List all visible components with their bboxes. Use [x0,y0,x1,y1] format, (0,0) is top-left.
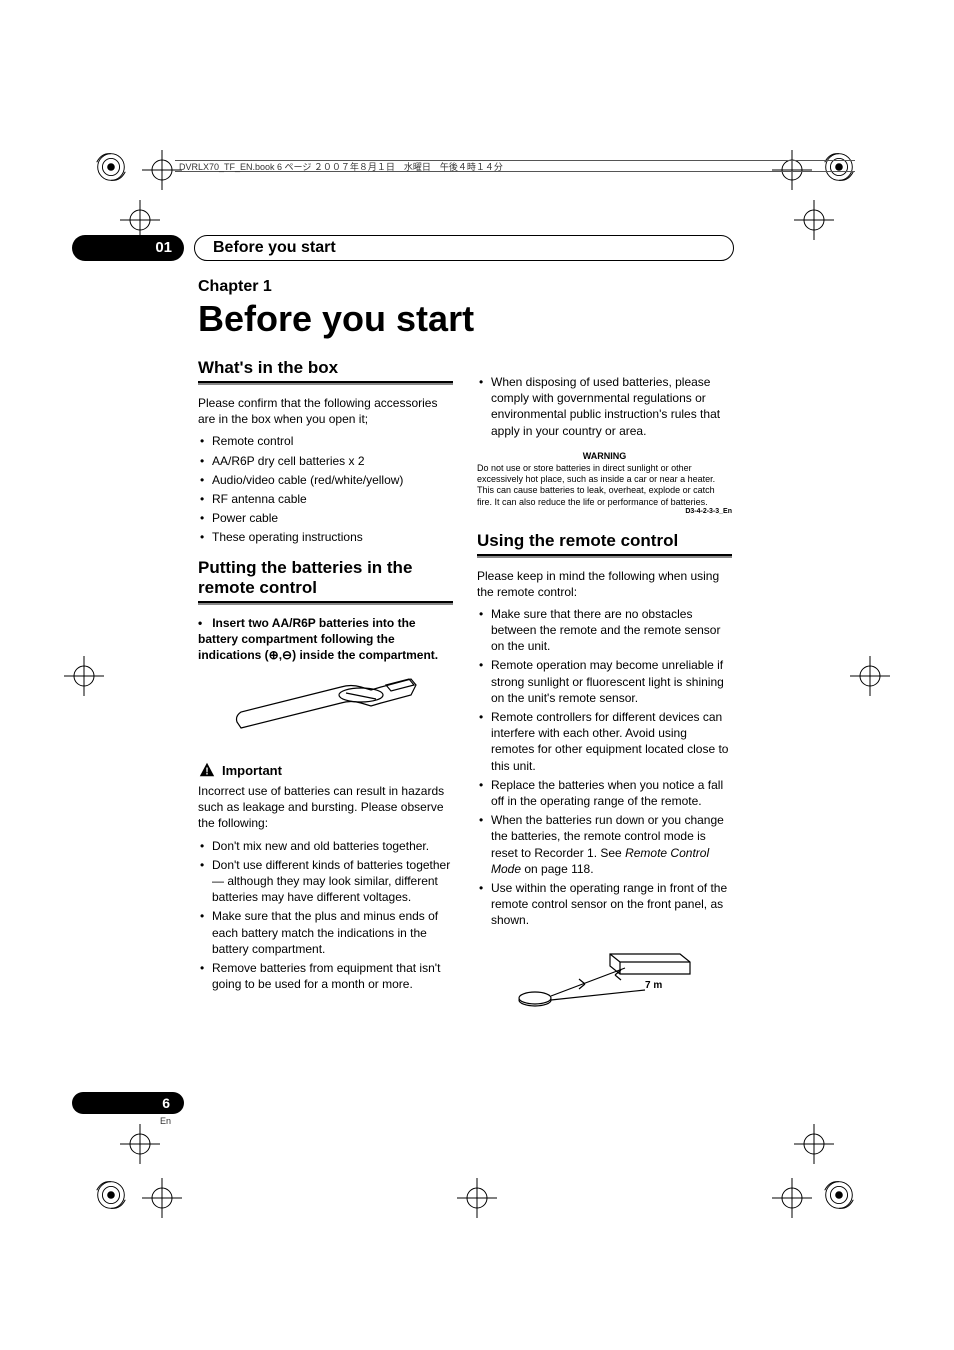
battery-instruction: • Insert two AA/R6P batteries into the b… [198,615,453,664]
heading-whats-in-box: What's in the box [198,358,453,378]
crosshair-icon [140,1176,184,1220]
list-item: Replace the batteries when you notice a … [491,777,732,809]
list-item: RF antenna cable [212,491,453,507]
list-item: Don't use different kinds of batteries t… [212,857,453,906]
list-item: Remote operation may become unreliable i… [491,657,732,706]
list-item: Make sure that there are no obstacles be… [491,606,732,655]
print-header: DVRLX70_TF_EN.book 6 ページ ２００７年８月１日 水曜日 午… [175,160,855,172]
page-content: Chapter 1 Before you start What's in the… [198,278,732,1038]
heading-batteries: Putting the batteries in the remote cont… [198,558,453,598]
section-band: 01 Before you start [72,235,732,261]
chapter-title: Before you start [198,298,732,340]
section-number-pill: 01 [72,235,184,261]
warning-code: D3-4-2-3-3_En [685,508,732,517]
important-intro: Incorrect use of batteries can result in… [198,783,453,832]
crosshair-icon [792,198,836,242]
remote-list: Make sure that there are no obstacles be… [477,606,732,929]
chapter-label: Chapter 1 [198,278,732,296]
list-item: Remove batteries from equipment that isn… [212,960,453,992]
important-heading: ! Important [198,761,453,779]
list-item: These operating instructions [212,529,453,545]
important-label: Important [222,763,282,778]
list-item: AA/R6P dry cell batteries x 2 [212,453,453,469]
registration-mark-icon [820,1176,858,1214]
page-number-pill: 6 [72,1092,184,1114]
page-language: En [160,1116,171,1126]
heading-rule [477,554,732,558]
heading-rule [198,601,453,605]
column-left: What's in the box Please confirm that th… [198,358,453,1038]
remote-battery-illustration [231,673,421,743]
list-item: Power cable [212,510,453,526]
crosshair-icon [455,1176,499,1220]
registration-mark-icon [92,148,130,186]
list-item: When disposing of used batteries, please… [491,374,732,439]
section-title-wrap: Before you start [194,235,734,261]
list-item: When the batteries run down or you chang… [491,812,732,877]
warning-body: Do not use or store batteries in direct … [477,463,732,508]
crosshair-icon [848,654,892,698]
heading-rule [198,381,453,385]
remote-range-illustration: 7 m [515,940,695,1020]
section-title: Before you start [213,239,336,257]
list-item: Remote controllers for different devices… [491,709,732,774]
registration-mark-icon [92,1176,130,1214]
remote-intro: Please keep in mind the following when u… [477,568,732,600]
crosshair-icon [770,1176,814,1220]
list-item: Use within the operating range in front … [491,880,732,929]
list-item: Remote control [212,433,453,449]
list-item: Make sure that the plus and minus ends o… [212,908,453,957]
box-intro: Please confirm that the following access… [198,395,453,427]
crosshair-icon [792,1122,836,1166]
column-right: When disposing of used batteries, please… [477,358,732,1038]
svg-text:!: ! [205,767,208,778]
disposal-list: When disposing of used batteries, please… [477,374,732,439]
list-item: Audio/video cable (red/white/yellow) [212,472,453,488]
list-item: Don't mix new and old batteries together… [212,838,453,854]
warning-heading: WARNING [477,451,732,461]
warning-triangle-icon: ! [198,761,216,779]
important-list: Don't mix new and old batteries together… [198,838,453,993]
crosshair-icon [118,1122,162,1166]
heading-using-remote: Using the remote control [477,531,732,551]
crosshair-icon [62,654,106,698]
range-label: 7 m [645,980,662,991]
box-contents-list: Remote control AA/R6P dry cell batteries… [198,433,453,545]
